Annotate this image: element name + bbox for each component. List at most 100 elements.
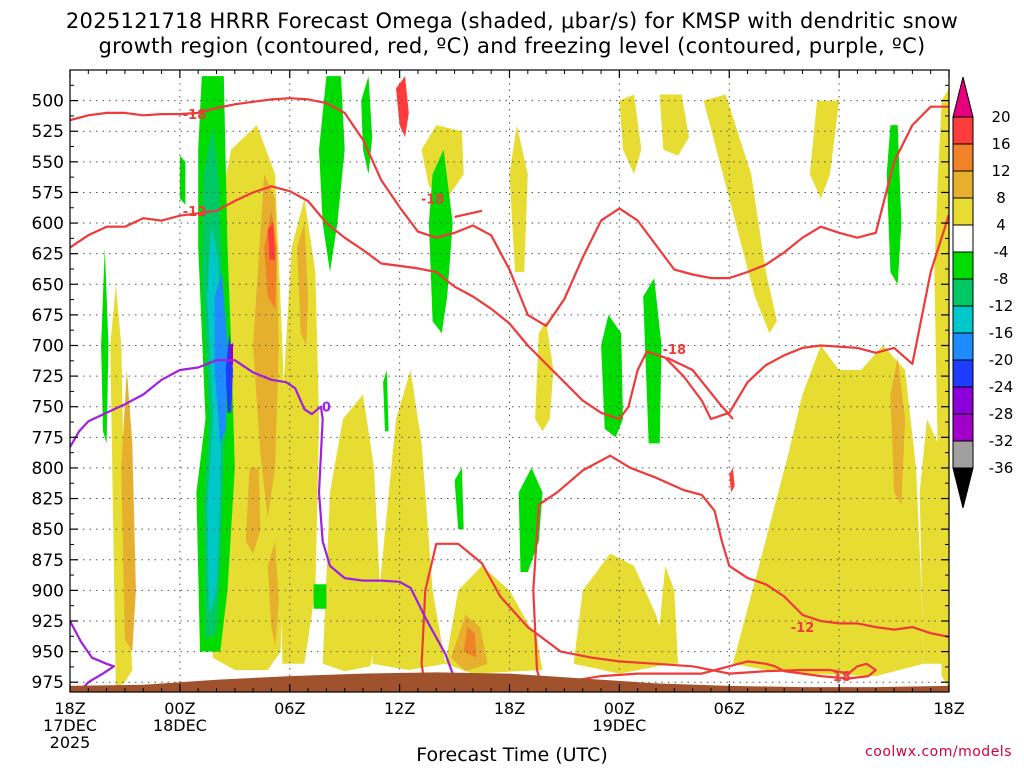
y-tick-label: 675 [32,306,64,326]
x-tick-label: 17DEC [43,716,97,735]
red-contour-label: -18 [827,670,851,685]
colorbar-label: -20 [989,351,1014,369]
red-contour-5 [454,209,483,218]
freezing-level-contour-0 [70,359,458,692]
colorbar-bin [952,170,974,199]
y-tick-label: 650 [32,275,64,295]
colorbar-bin [952,440,974,469]
colorbar-bin [952,224,974,253]
red-contour-1 [70,185,949,421]
colorbar-bin [952,278,974,307]
y-tick-label: 625 [32,245,64,265]
omega-region-47 [229,343,233,366]
y-tick-label: 600 [32,214,64,234]
colorbar-label: -12 [989,297,1014,315]
omega-region-3 [322,394,382,672]
red-contour-label: -12 [183,205,207,220]
colorbar-bin [952,413,974,442]
red-contour-4 [420,542,877,692]
chart-title-line-1: 2025121718 HRRR Forecast Omega (shaded, … [65,9,959,33]
red-contour-label: -18 [183,108,207,123]
omega-region-21 [267,541,279,646]
omega-region-26 [463,627,477,658]
colorbar-bin [952,197,974,226]
y-tick-label: 875 [32,551,64,571]
x-tick-label: 06Z [714,699,745,718]
omega-region-39 [313,584,327,609]
omega-region-38 [518,467,543,572]
omega-region-14 [809,100,840,199]
x-tick-label: 00Z [164,699,195,718]
omega-region-32 [101,247,109,444]
red-contour-0 [70,97,949,327]
colorbar-label: 12 [991,162,1010,180]
y-tick-label: 825 [32,490,64,510]
omega-region-9 [573,553,671,674]
colorbar-label: -32 [989,432,1014,450]
omega-region-31 [179,155,186,205]
colorbar-label: 4 [996,216,1006,234]
colorbar-label: -16 [989,324,1014,342]
freezing-level-label: 0 [322,401,331,416]
colorbar-label: 16 [991,135,1010,153]
colorbar-label: 20 [991,108,1010,126]
x-tick-label: 18Z [494,699,525,718]
x-tick-label: 18Z [54,699,85,718]
red-contour-label: -18 [421,193,445,208]
y-tick-label: 925 [32,612,64,632]
x-tick-label: 12Z [384,699,415,718]
y-tick-label: 950 [32,643,64,663]
omega-region-28 [267,223,276,260]
x-tick-label: 19DEC [592,716,646,735]
colorbar-bin [952,305,974,334]
colorbar-top-arrow [952,76,974,118]
chart-title-line-2: growth region (contoured, red, ºC) and f… [98,34,926,58]
red-contour-label: -18 [663,343,687,358]
y-tick-label: 525 [32,122,64,142]
omega-region-45 [214,272,228,444]
y-tick-label: 775 [32,428,64,448]
y-tick-label: 575 [32,183,64,203]
x-tick-label: 18Z [933,699,964,718]
omega-region-4 [372,370,446,670]
y-tick-label: 700 [32,336,64,356]
omega-region-36 [428,149,453,334]
credit-link[interactable]: coolwx.com/models [865,744,1012,760]
omega-region-37 [454,467,464,530]
y-tick-label: 800 [32,459,64,479]
colorbar-bin [952,143,974,172]
omega-region-22 [245,467,261,554]
colorbar-bin [952,251,974,280]
omega-region-40 [601,314,623,438]
y-tick-label: 750 [32,398,64,418]
colorbar-label: -4 [994,243,1009,261]
omega-region-8 [535,321,554,432]
omega-region-6 [509,125,528,272]
omega-region-13 [703,94,777,334]
omega-region-29 [729,467,735,493]
freezing-level-contour-1 [70,620,115,692]
y-tick-label: 900 [32,581,64,601]
y-tick-label: 500 [32,92,64,112]
omega-region-41 [643,278,662,444]
colorbar-label: -36 [989,459,1014,477]
y-tick-label: 975 [32,673,64,693]
omega-region-27 [396,76,409,138]
omega-region-35 [383,370,389,432]
omega-region-12 [659,94,689,156]
y-tick-label: 725 [32,367,64,387]
colorbar-bin [952,359,974,388]
omega-region-18 [121,370,136,652]
red-contour-label: -12 [791,621,815,636]
x-tick-label: 06Z [274,699,305,718]
omega-region-11 [619,94,642,175]
colorbar-bin [952,116,974,145]
x-tick-label: 00Z [604,699,635,718]
red-contour-3 [532,454,949,692]
x-axis-label: Forecast Time (UTC) [416,744,608,766]
x-tick-label: 18DEC [153,716,207,735]
colorbar-bin [952,386,974,415]
omega-region-24 [890,357,906,505]
colorbar-bottom-arrow [952,467,974,509]
